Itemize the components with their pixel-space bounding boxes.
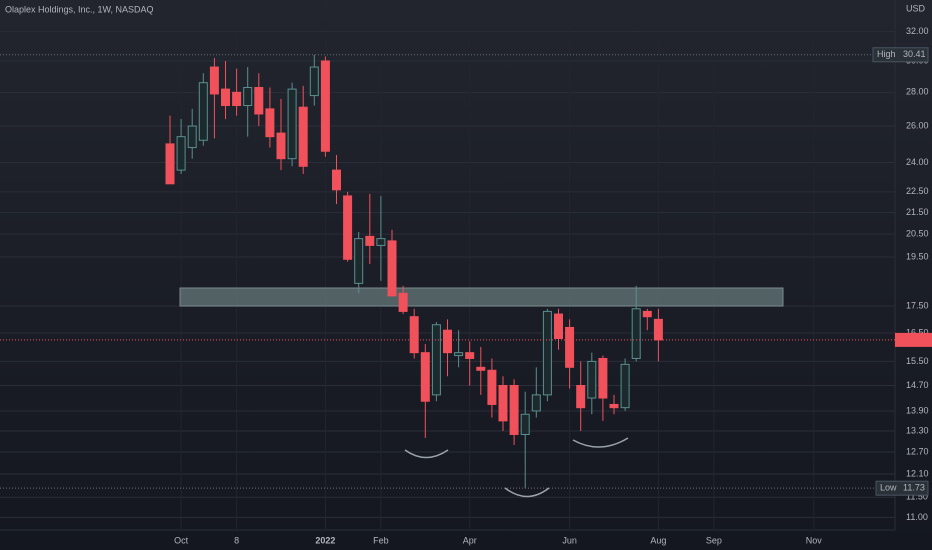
candle-body bbox=[398, 292, 408, 312]
y-tick-label: 16.50 bbox=[906, 327, 929, 337]
last-price-box bbox=[895, 332, 932, 347]
candle-body bbox=[598, 357, 608, 399]
y-tick-label: 15.50 bbox=[906, 356, 929, 366]
candle-body bbox=[287, 88, 297, 160]
candle-body bbox=[454, 352, 464, 357]
y-tick-label: 20.50 bbox=[906, 229, 929, 239]
candle-body bbox=[443, 329, 452, 354]
extreme-label: High bbox=[877, 49, 896, 59]
x-tick-label: 8 bbox=[234, 535, 239, 545]
x-tick-label: Jun bbox=[562, 535, 577, 545]
x-tick-label: Apr bbox=[463, 535, 477, 545]
currency-label: USD bbox=[906, 3, 926, 13]
extreme-value: 11.73 bbox=[903, 483, 925, 493]
candle-body bbox=[309, 66, 319, 97]
shoulder-arc bbox=[572, 437, 629, 448]
candle-body bbox=[232, 91, 242, 107]
candle-body bbox=[387, 240, 397, 297]
candle-body bbox=[509, 384, 519, 435]
chart-title: Olaplex Holdings, Inc., 1W, NASDAQ bbox=[5, 4, 154, 14]
x-tick-label: 2022 bbox=[315, 535, 335, 545]
y-tick-label: 22.50 bbox=[906, 186, 929, 196]
candle-body bbox=[498, 384, 508, 422]
candle-body bbox=[198, 82, 208, 141]
y-tick-label: 11.50 bbox=[906, 492, 928, 502]
y-tick-label: 11.00 bbox=[906, 512, 928, 522]
resistance-zone bbox=[179, 287, 784, 307]
y-tick-label: 24.00 bbox=[906, 157, 929, 167]
candle-body bbox=[542, 310, 552, 396]
candle-body bbox=[487, 369, 497, 405]
y-tick-label: 32.00 bbox=[906, 26, 929, 36]
candle-body bbox=[554, 313, 563, 339]
y-tick-label: 19.50 bbox=[906, 251, 929, 261]
candle-body bbox=[520, 413, 530, 435]
head-arc bbox=[504, 487, 550, 498]
y-tick-label: 13.30 bbox=[906, 425, 929, 435]
x-tick-label: Aug bbox=[650, 535, 666, 545]
y-tick-label: 26.00 bbox=[906, 120, 929, 130]
candle-body bbox=[276, 132, 286, 160]
candle-body bbox=[365, 235, 375, 246]
y-tick-label: 28.00 bbox=[906, 87, 929, 97]
y-tick-label: 14.70 bbox=[906, 380, 929, 390]
candle-body bbox=[476, 366, 486, 371]
candle-body bbox=[209, 66, 219, 95]
candle-body bbox=[587, 360, 597, 399]
candle-body bbox=[653, 318, 663, 341]
candle-body bbox=[609, 403, 619, 409]
x-tick-label: Oct bbox=[174, 535, 189, 545]
candle-body bbox=[431, 324, 441, 396]
candle-body bbox=[165, 143, 175, 185]
extreme-value: 30.41 bbox=[903, 49, 926, 59]
candle-body bbox=[221, 88, 230, 107]
extreme-box bbox=[872, 47, 929, 63]
y-tick-label: 21.50 bbox=[906, 207, 929, 217]
extreme-label: Low bbox=[880, 483, 897, 493]
candle-body bbox=[332, 169, 341, 191]
x-tick-label: Feb bbox=[373, 535, 389, 545]
candle-body bbox=[343, 195, 353, 260]
candle-body bbox=[265, 108, 275, 138]
x-tick-label: Nov bbox=[806, 535, 823, 545]
candle-body bbox=[298, 106, 308, 167]
extreme-box bbox=[875, 480, 929, 496]
candle-body bbox=[531, 394, 541, 412]
candle-body bbox=[376, 238, 386, 246]
candle-body bbox=[254, 86, 264, 115]
candle-body bbox=[631, 308, 641, 359]
candle-body bbox=[420, 352, 430, 402]
candle-body bbox=[565, 326, 575, 368]
y-tick-label: 13.90 bbox=[906, 405, 929, 415]
candle-body bbox=[409, 316, 419, 354]
shoulder-arc bbox=[404, 449, 449, 459]
candle-body bbox=[187, 125, 197, 149]
candle-body bbox=[620, 363, 630, 409]
candle-body bbox=[642, 310, 652, 318]
y-tick-label: 12.10 bbox=[906, 468, 929, 478]
y-tick-label: 12.70 bbox=[906, 446, 929, 456]
x-tick-label: Sep bbox=[706, 535, 722, 545]
candle-body bbox=[465, 352, 475, 359]
y-tick-label: 17.50 bbox=[906, 301, 929, 311]
candle-body bbox=[576, 384, 586, 409]
candle-body bbox=[243, 86, 253, 107]
candle-body bbox=[354, 238, 364, 284]
candle-body bbox=[176, 136, 186, 171]
candle-body bbox=[320, 60, 330, 152]
